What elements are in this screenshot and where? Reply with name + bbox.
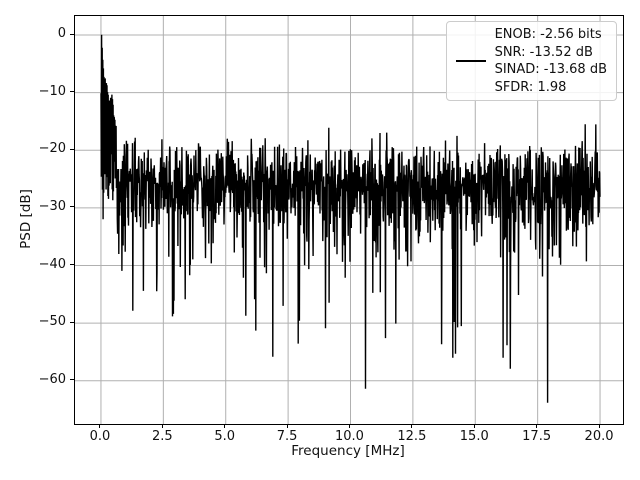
y-tick-label: −20 [38,141,66,157]
legend-entry: SNR: -13.52 dB [494,44,593,60]
x-tick-label: 20.0 [584,429,614,444]
x-tick-label: 2.5 [151,429,173,444]
y-tick-label: −60 [38,371,66,387]
x-tick [473,424,475,428]
y-tick [70,148,74,150]
y-tick [70,33,74,35]
x-tick-label: 5.0 [214,429,236,444]
legend-line-sample [455,59,486,63]
x-tick-label: 0.0 [89,429,111,444]
x-tick [161,424,163,428]
y-tick [70,91,74,93]
x-tick [286,424,288,428]
x-tick [598,424,600,428]
y-axis-label: PSD [dB] [18,189,34,249]
y-tick-label: −40 [38,256,66,272]
x-axis-label: Frequency [MHz] [291,443,405,459]
psd-trace [100,34,601,403]
legend-entries: ENOB: -2.56 bits SNR: -13.52 dB SINAD: -13… [495,26,607,96]
x-tick [536,424,538,428]
x-tick [99,424,101,428]
legend-entry: SFDR: 1.98 [494,79,567,95]
x-tick-label: 12.5 [397,429,427,444]
x-tick-label: 7.5 [276,429,298,444]
y-tick [70,379,74,381]
x-tick-label: 10.0 [335,429,364,444]
y-tick [70,321,74,323]
legend-entry: ENOB: -2.56 bits [494,27,602,42]
y-tick-label: 0 [57,26,66,42]
y-tick-label: −30 [38,198,66,214]
x-tick-label: 15.0 [459,429,489,444]
y-tick [70,264,74,266]
x-tick [411,424,413,428]
x-tick [224,424,226,428]
legend: ENOB: -2.56 bits SNR: -13.52 dB SINAD: -13… [445,21,617,101]
y-tick [70,206,74,208]
x-tick [348,424,350,428]
y-tick-label: −50 [38,314,66,330]
y-tick-label: −10 [38,83,66,99]
x-tick-label: 17.5 [522,429,552,444]
legend-entry: SINAD: -13.68 dB [494,62,607,77]
